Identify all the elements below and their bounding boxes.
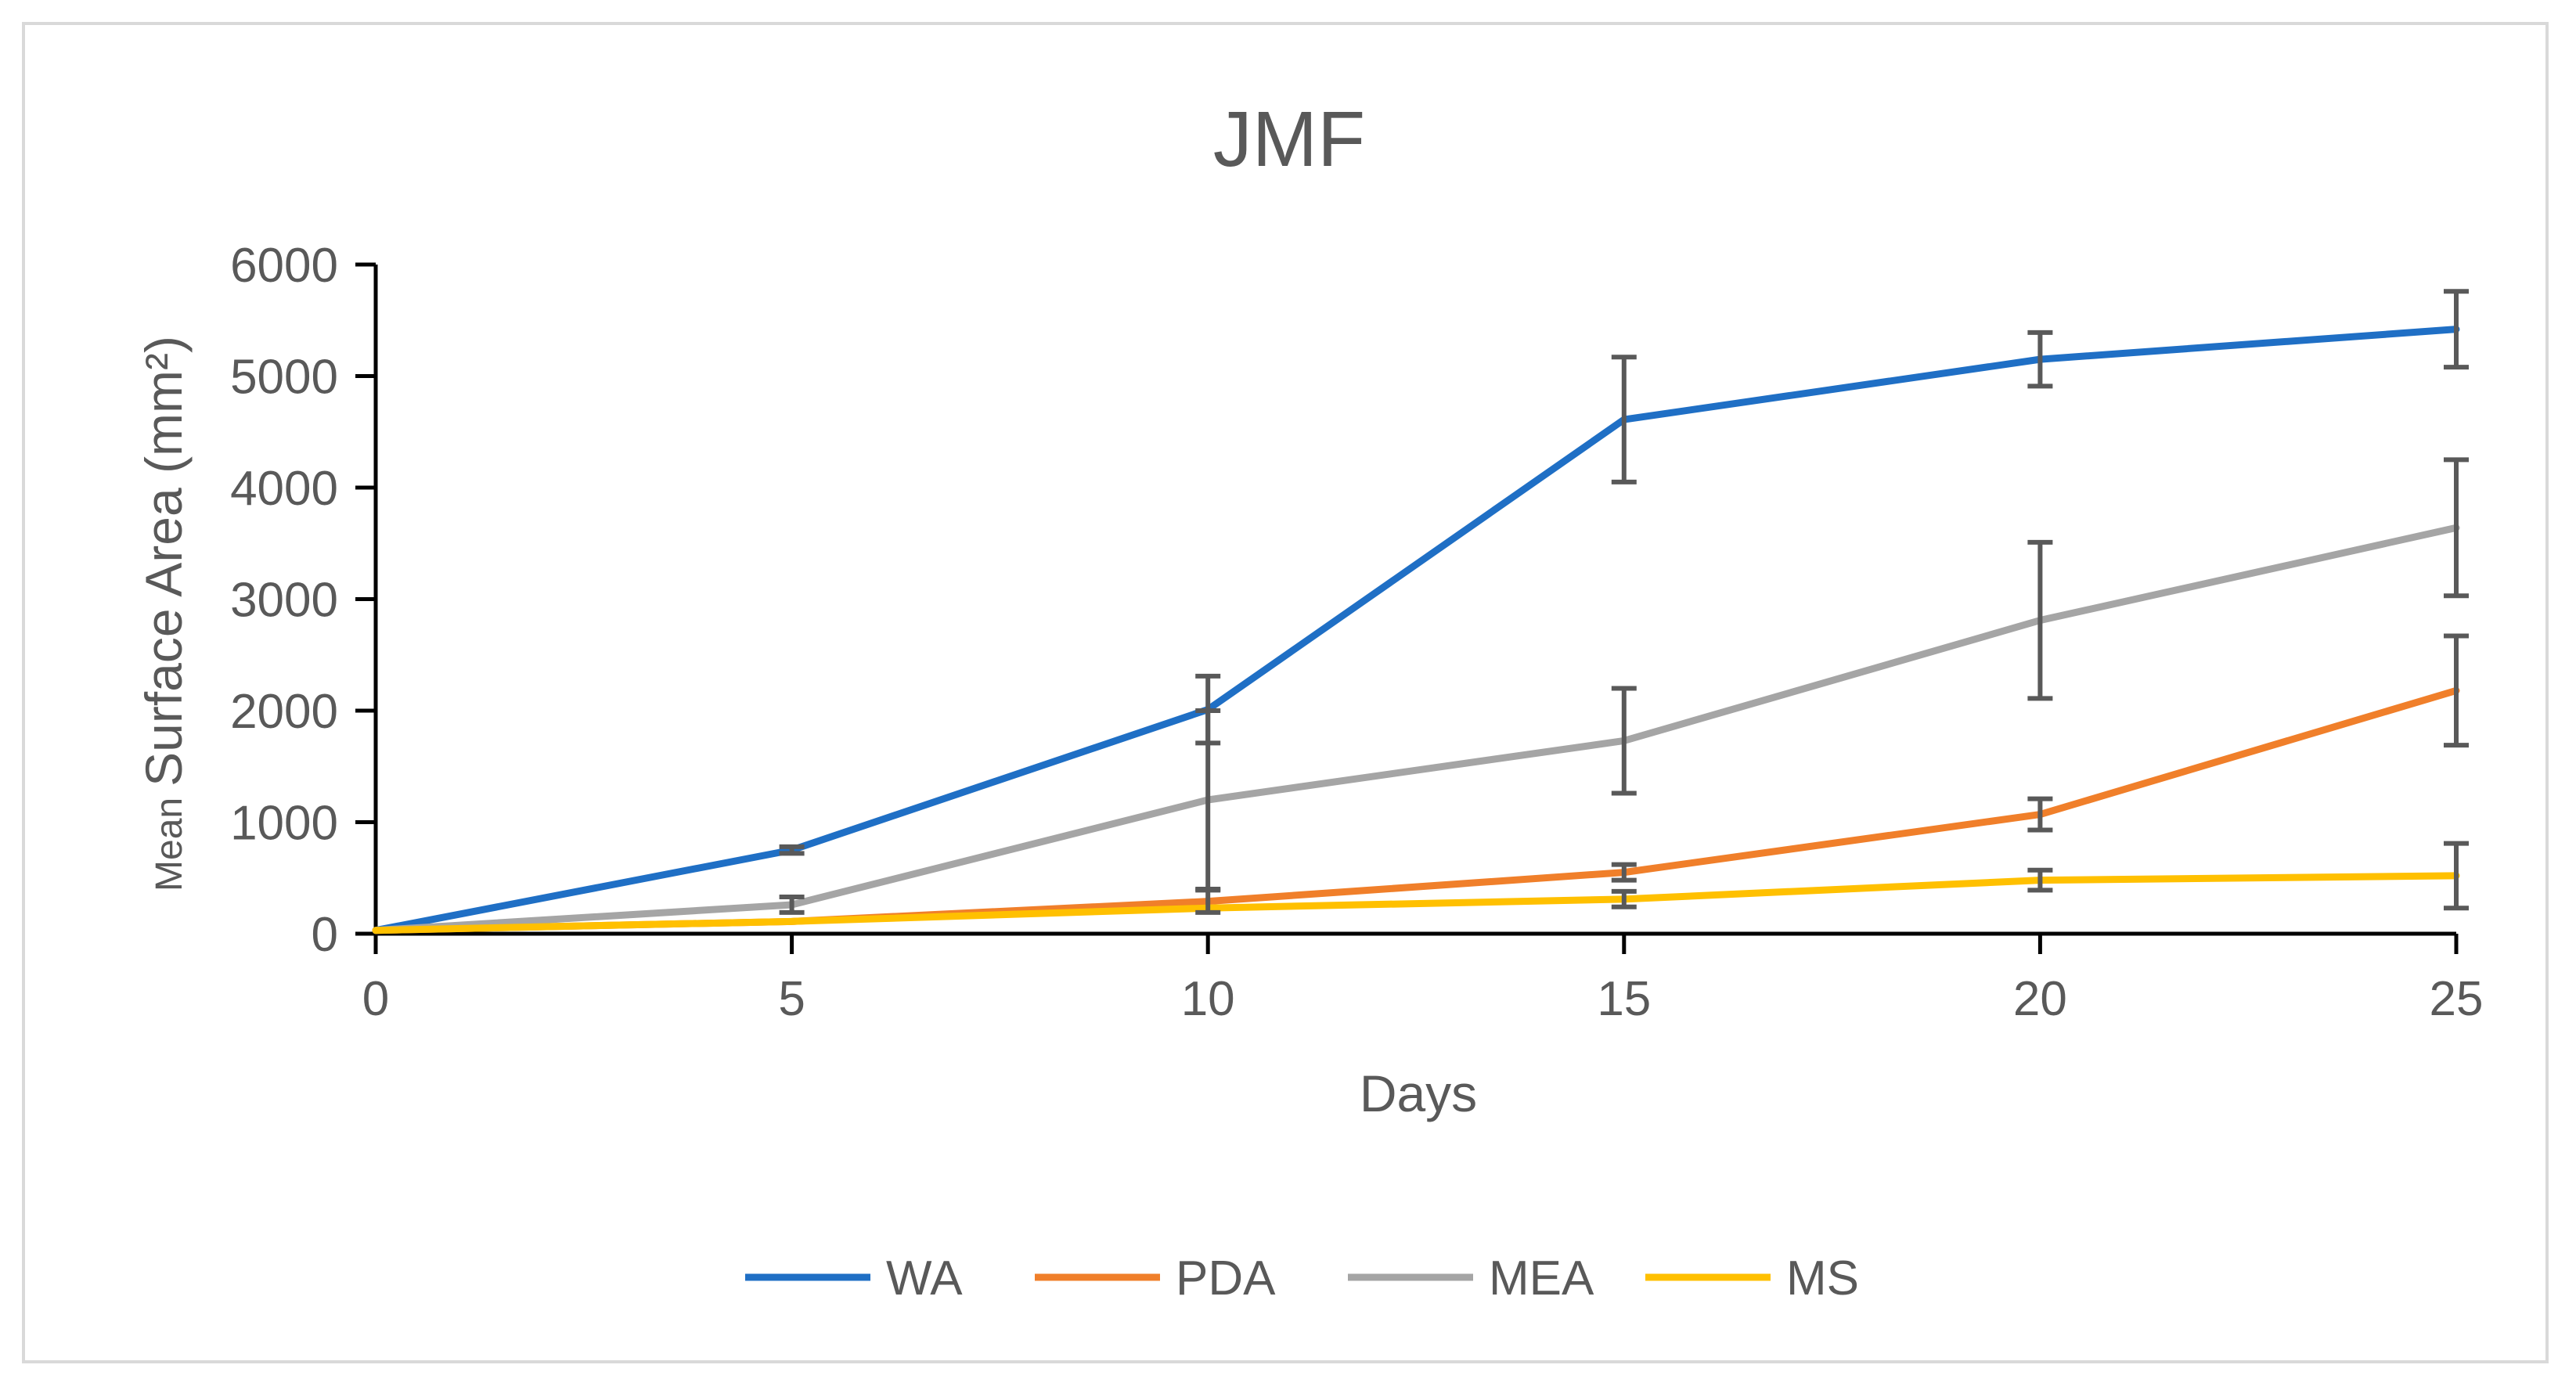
errorbar-layer: [779, 289, 2469, 915]
y-axis-title: Mean Surface Area (mm²): [135, 336, 193, 891]
legend: WA PDA MEA MS: [745, 1251, 1859, 1305]
x-tick-label: 5: [778, 972, 805, 1026]
error-bar-pda: [2027, 796, 2053, 833]
x-axis-title: Days: [1360, 1064, 1477, 1122]
y-tick-label: 4000: [230, 462, 338, 516]
error-bar-mea: [1611, 686, 1637, 796]
error-bar-ms: [2027, 867, 2053, 893]
error-bar-ms: [1611, 888, 1637, 909]
y-tick-label: 2000: [230, 685, 338, 739]
chart-title: JMF: [1213, 95, 1365, 183]
series-line-mea: [372, 524, 2460, 934]
series-line-pda: [372, 686, 2460, 934]
legend-label: MS: [1786, 1251, 1859, 1305]
y-tick-label: 6000: [230, 239, 338, 293]
x-tick-label: 20: [2013, 972, 2067, 1026]
x-tick-label: 10: [1181, 972, 1235, 1026]
series-layer: [372, 326, 2460, 934]
error-bar-mea: [2027, 539, 2053, 701]
y-axis-title-small: Mean: [149, 798, 190, 891]
error-bar-mea: [2444, 457, 2469, 599]
error-bar-wa: [2027, 329, 2053, 389]
error-bar-pda: [1611, 862, 1637, 883]
y-tick-label: 0: [312, 908, 338, 962]
legend-label: PDA: [1176, 1251, 1276, 1305]
y-tick-label: 3000: [230, 574, 338, 628]
y-tick-label: 1000: [230, 797, 338, 851]
axes: 0 1000 2000 3000 4000 5000 6000 0 5 10 15 20 25: [230, 239, 2483, 1026]
error-bar-ms: [2444, 841, 2469, 911]
legend-item-wa: WA: [745, 1251, 963, 1305]
x-tick-label: 25: [2430, 972, 2484, 1026]
error-bar-wa: [2444, 289, 2469, 370]
legend-item-pda: PDA: [1035, 1251, 1276, 1305]
error-bar-mea: [1195, 708, 1221, 891]
x-tick-label: 15: [1597, 972, 1651, 1026]
error-bar-pda: [2444, 633, 2469, 748]
series-line-wa: [372, 326, 2460, 934]
error-bar-mea: [779, 894, 805, 915]
legend-item-ms: MS: [1645, 1251, 1859, 1305]
x-tick-label: 0: [362, 972, 389, 1026]
legend-label: MEA: [1489, 1251, 1594, 1305]
series-line-ms: [372, 872, 2460, 934]
error-bar-wa: [779, 844, 805, 856]
error-bar-wa: [1611, 355, 1637, 484]
chart-frame: JMF 0 1000 2000 3000 4000 5000 6000 0 5 10 15 20 25 …: [22, 22, 2549, 1363]
legend-label: WA: [886, 1251, 963, 1305]
legend-item-mea: MEA: [1348, 1251, 1594, 1305]
y-tick-label: 5000: [230, 351, 338, 405]
y-axis-title-large: Surface Area (mm²): [135, 336, 193, 787]
